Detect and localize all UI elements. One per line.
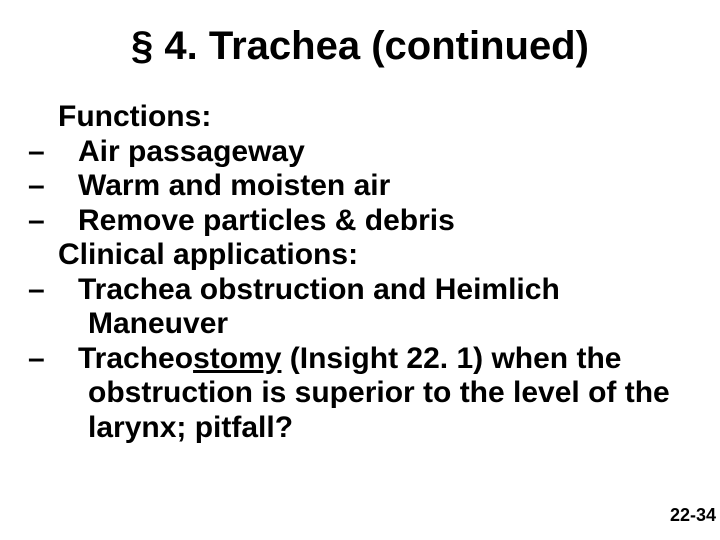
bullet-dash-icon: – xyxy=(58,273,78,308)
bullet-dash-icon: – xyxy=(58,135,78,170)
bullet-text: Trachea obstruction and Heimlich Maneuve… xyxy=(78,273,560,341)
bullet-dash-icon: – xyxy=(58,204,78,239)
slide: § 4. Trachea (continued) Functions: –Air… xyxy=(0,0,720,540)
bullet-heimlich: –Trachea obstruction and Heimlich Maneuv… xyxy=(58,273,678,342)
bullet-text-underlined: stomy xyxy=(193,342,281,375)
bullet-dash-icon: – xyxy=(58,342,78,377)
page-number: 22-34 xyxy=(670,505,716,526)
slide-title: § 4. Trachea (continued) xyxy=(0,24,720,69)
bullet-air-passageway: –Air passageway xyxy=(58,135,678,170)
bullet-warm-moisten: –Warm and moisten air xyxy=(58,169,678,204)
bullet-text: Remove particles & debris xyxy=(78,204,455,237)
body-heading-functions: Functions: xyxy=(58,100,678,135)
bullet-text-prefix: Tracheo xyxy=(78,342,193,375)
bullet-remove-particles: –Remove particles & debris xyxy=(58,204,678,239)
slide-body: Functions: –Air passageway –Warm and moi… xyxy=(58,100,678,445)
bullet-text: Warm and moisten air xyxy=(78,169,390,202)
bullet-tracheostomy: –Tracheostomy (Insight 22. 1) when the o… xyxy=(58,342,678,446)
bullet-text: Air passageway xyxy=(78,135,305,168)
body-heading-clinical: Clinical applications: xyxy=(58,238,678,273)
bullet-dash-icon: – xyxy=(58,169,78,204)
